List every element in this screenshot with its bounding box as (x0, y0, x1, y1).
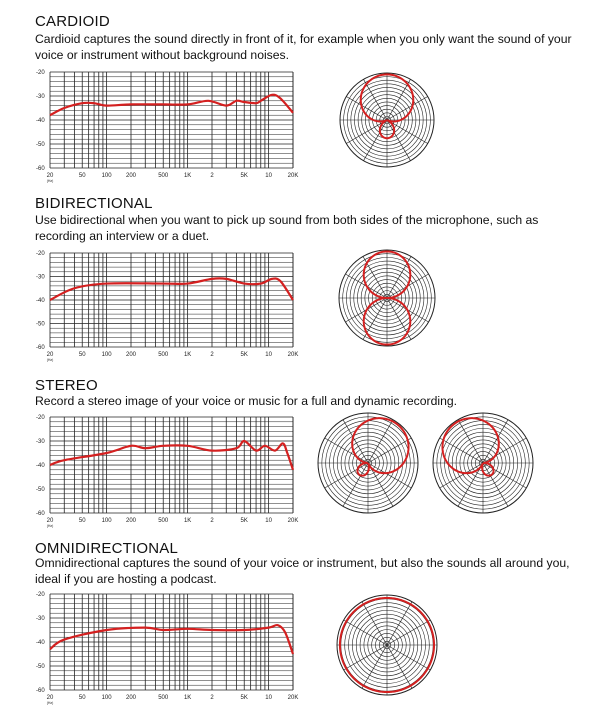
x-tick-label: 2 (210, 352, 214, 358)
x-tick-label: 2 (210, 695, 214, 701)
section-title: BIDIRECTIONAL (35, 195, 153, 212)
y-tick-label: -30 (36, 275, 45, 281)
polar-grid-spoke (457, 419, 509, 507)
y-tick-label: -20 (36, 251, 45, 257)
y-tick-label: -60 (36, 166, 45, 172)
x-tick-label: 200 (126, 173, 137, 179)
y-tick-label: -50 (36, 664, 45, 670)
x-tick-label: 100 (102, 518, 113, 524)
x-tick-label: 5K (241, 173, 248, 179)
x-tick-label: 10 (265, 352, 272, 358)
x-tick-label: 2 (210, 518, 214, 524)
y-tick-label: -30 (36, 616, 45, 622)
y-tick-label: -60 (36, 511, 45, 517)
x-tick-label: 20 (47, 352, 54, 358)
polar-curve (359, 73, 415, 140)
polar-curve (351, 417, 410, 477)
x-tick-label: 1K (184, 173, 191, 179)
x-tick-label: 20K (288, 352, 299, 358)
x-tick-label: 20 (47, 173, 54, 179)
polar-pattern-figure8 (338, 249, 436, 347)
y-tick-label: -20 (36, 415, 45, 421)
polar-pattern-stereo-right (432, 412, 534, 514)
x-tick-label: 20K (288, 173, 299, 179)
response-curve (49, 277, 294, 301)
section-description: Omnidirectional captures the sound of yo… (35, 556, 570, 586)
polar-curve (338, 596, 436, 694)
x-tick-label: 20K (288, 518, 299, 524)
polar-grid-spoke (363, 79, 411, 161)
polar-pattern-omni (336, 594, 438, 696)
x-tick-label: 20 (47, 695, 54, 701)
response-curve (49, 439, 295, 471)
polar-pattern-cardioid (339, 72, 435, 168)
x-tick-label: 2 (210, 173, 214, 179)
section-cardioid: CARDIOID Cardioid captures the sound dir… (0, 0, 609, 185)
x-tick-label: 500 (158, 695, 169, 701)
x-tick-label: 100 (102, 173, 113, 179)
section-title: OMNIDIRECTIONAL (35, 540, 179, 557)
x-tick-label: 50 (79, 173, 86, 179)
x-unit-label: (Hz) (47, 524, 54, 528)
y-tick-label: -30 (36, 94, 45, 100)
y-tick-label: -40 (36, 463, 45, 469)
section-description: Cardioid captures the sound directly in … (35, 32, 572, 62)
x-tick-label: 20 (47, 518, 54, 524)
response-curve (49, 623, 295, 655)
x-tick-label: 500 (158, 518, 169, 524)
x-tick-label: 50 (79, 518, 86, 524)
x-tick-label: 500 (158, 352, 169, 358)
x-tick-label: 500 (158, 173, 169, 179)
x-tick-label: 5K (241, 518, 248, 524)
x-tick-label: 10 (265, 173, 272, 179)
x-tick-label: 5K (241, 352, 248, 358)
y-tick-label: -40 (36, 118, 45, 124)
y-tick-label: -50 (36, 322, 45, 328)
x-unit-label: (Hz) (47, 358, 54, 362)
x-tick-label: 200 (126, 695, 137, 701)
x-tick-label: 100 (102, 695, 113, 701)
polar-grid-spoke (342, 419, 394, 507)
x-tick-label: 20K (288, 695, 299, 701)
response-curve (49, 93, 294, 117)
x-tick-label: 1K (184, 695, 191, 701)
y-tick-label: -50 (36, 142, 45, 148)
section-description: Record a stereo image of your voice or m… (35, 394, 458, 408)
y-tick-label: -40 (36, 298, 45, 304)
y-tick-label: -60 (36, 688, 45, 694)
polar-pattern-stereo-left (317, 412, 419, 514)
x-tick-label: 10 (265, 518, 272, 524)
x-tick-label: 200 (126, 518, 137, 524)
x-tick-label: 100 (102, 352, 113, 358)
section-bidirectional: BIDIRECTIONAL Use bidirectional when you… (0, 0, 609, 243)
x-tick-label: 50 (79, 695, 86, 701)
x-tick-label: 1K (184, 352, 191, 358)
y-tick-label: -30 (36, 439, 45, 445)
y-tick-label: -40 (36, 640, 45, 646)
section-title: CARDIOID (35, 13, 110, 30)
y-tick-label: -60 (36, 345, 45, 351)
polar-curve (362, 250, 412, 346)
y-tick-label: -20 (36, 592, 45, 598)
polar-grid-spoke (361, 601, 413, 689)
x-tick-label: 1K (184, 518, 191, 524)
x-unit-label: (Hz) (47, 179, 54, 183)
x-tick-label: 50 (79, 352, 86, 358)
x-tick-label: 5K (241, 695, 248, 701)
section-description: Use bidirectional when you want to pick … (35, 213, 539, 243)
polar-curve (441, 417, 500, 477)
x-tick-label: 200 (126, 352, 137, 358)
section-title: STEREO (35, 377, 98, 394)
y-tick-label: -50 (36, 487, 45, 493)
y-tick-label: -20 (36, 70, 45, 76)
x-unit-label: (Hz) (47, 701, 54, 705)
x-tick-label: 10 (265, 695, 272, 701)
